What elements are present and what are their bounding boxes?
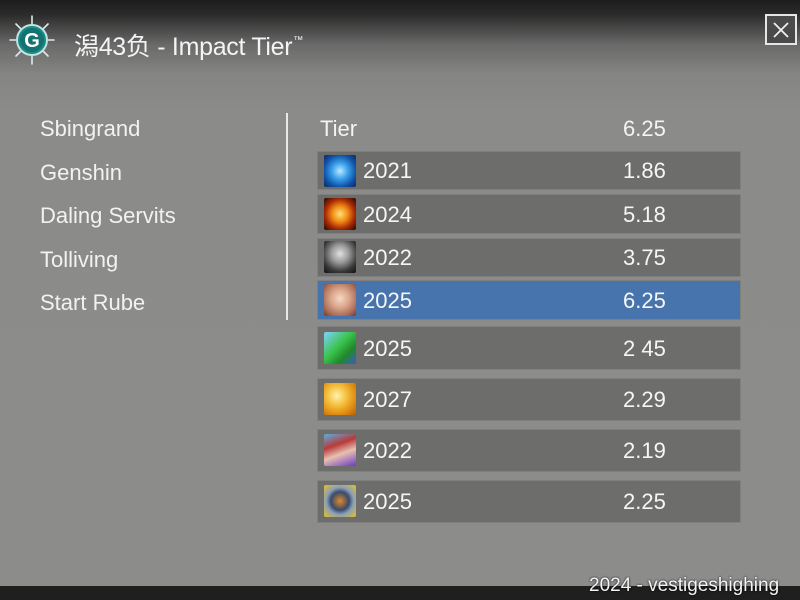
row-value: 2.25 <box>623 489 666 514</box>
sidebar-item-start-rube[interactable]: Start Rube <box>40 290 146 315</box>
table-header: Tier 6.25 <box>320 113 740 145</box>
sidebar-item-tolliving[interactable]: Tolliving <box>40 246 119 272</box>
row-year: 2022 <box>363 438 412 463</box>
trademark-mark: ™ <box>293 35 303 46</box>
footer-bar <box>0 586 800 600</box>
row-year: 2021 <box>363 158 412 183</box>
window-title: 潟43负 - Impact Tier™ <box>74 27 303 63</box>
sidebar-item-genshin[interactable]: Genshin <box>40 159 122 185</box>
sidebar-item-sbingrand[interactable]: Sbingrand <box>40 116 141 141</box>
table-row-selected[interactable]: 2025 6.25 <box>318 281 740 319</box>
footer-text: 2024 - vestigeshighing <box>589 575 780 596</box>
header-value: 6.25 <box>623 116 666 141</box>
row-year: 2024 <box>363 202 412 227</box>
window-title-text: 潟43负 - Impact Tier <box>74 33 293 61</box>
sidebar: Sbingrand Genshin Daling Servits Tollivi… <box>40 112 280 330</box>
blue-swirl-icon <box>324 155 356 187</box>
row-year: 2022 <box>363 245 412 270</box>
svg-text:G: G <box>24 30 40 52</box>
table-row[interactable]: 2022 3.75 <box>318 239 740 276</box>
table-row[interactable]: 2027 2.29 <box>318 379 740 420</box>
table-row[interactable]: 2024 5.18 <box>318 195 740 233</box>
row-value: 2 45 <box>623 336 666 361</box>
close-icon <box>773 21 789 38</box>
row-year: 2025 <box>363 489 412 514</box>
golden-swirl-icon <box>324 383 356 415</box>
table-row[interactable]: 2021 1.86 <box>318 152 740 189</box>
row-value: 3.75 <box>623 245 666 270</box>
grayscale-portrait-icon <box>324 241 356 273</box>
red-hair-character-icon <box>324 434 356 466</box>
header-label: Tier <box>320 116 358 141</box>
row-value: 1.86 <box>623 158 666 183</box>
row-year: 2025 <box>363 336 412 361</box>
title-bar: G 潟43负 - Impact Tier™ <box>0 0 800 85</box>
table-row[interactable]: 2022 2.19 <box>318 430 740 471</box>
row-year: 2025 <box>363 288 412 313</box>
portrait-icon <box>324 284 356 316</box>
green-logo-icon <box>324 332 356 364</box>
mech-icon <box>324 485 356 517</box>
row-year: 2027 <box>363 387 412 412</box>
app-logo-icon: G <box>8 14 56 66</box>
row-value: 5.18 <box>623 202 666 227</box>
table-row[interactable]: 2025 2.25 <box>318 481 740 522</box>
table-row[interactable]: 2025 2 45 <box>318 327 740 369</box>
close-button[interactable] <box>765 14 797 45</box>
row-value: 2.29 <box>623 387 666 412</box>
fire-orb-icon <box>324 198 356 230</box>
row-value: 6.25 <box>623 288 666 313</box>
sidebar-item-daling-servits[interactable]: Daling Servits <box>40 203 176 228</box>
sidebar-divider <box>286 113 288 320</box>
row-value: 2.19 <box>623 438 666 463</box>
